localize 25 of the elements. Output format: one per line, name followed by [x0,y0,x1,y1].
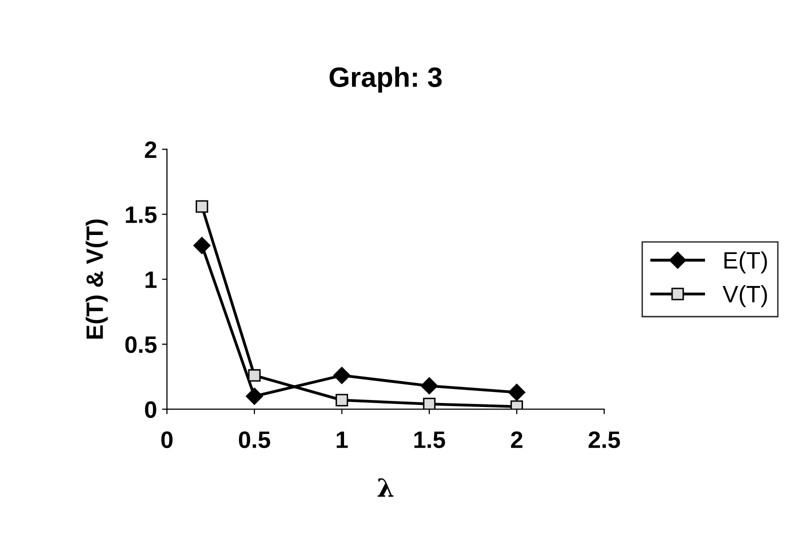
point [246,388,263,405]
y-tick-label: 1.5 [126,206,157,224]
point [420,377,438,394]
x-tick-label: 2 [511,431,522,448]
x-tick-label: 2.5 [588,431,620,448]
point [248,369,261,382]
x-tick-label: 1.5 [414,432,446,448]
point [423,398,436,410]
point [333,366,350,384]
y-axis-title: E(T) & V(T) [86,219,108,339]
x-tick-label: 1 [336,432,348,448]
y-tick-label: 0 [145,401,156,418]
point [193,236,210,254]
point [196,200,208,213]
chart-title: Graph: 3 [330,66,442,93]
point [508,384,526,401]
y-tick-label: 2 [144,141,156,158]
legend-label: V(T) [722,285,767,308]
point [336,394,348,406]
y-tick-label: 0.5 [125,336,157,354]
x-tick-label: 0 [161,431,173,448]
legend-label: E(T) [724,251,767,274]
x-axis-title: λ [378,478,394,497]
x-tick-label: 0.5 [238,431,270,448]
y-tick-label: 1 [146,272,157,288]
